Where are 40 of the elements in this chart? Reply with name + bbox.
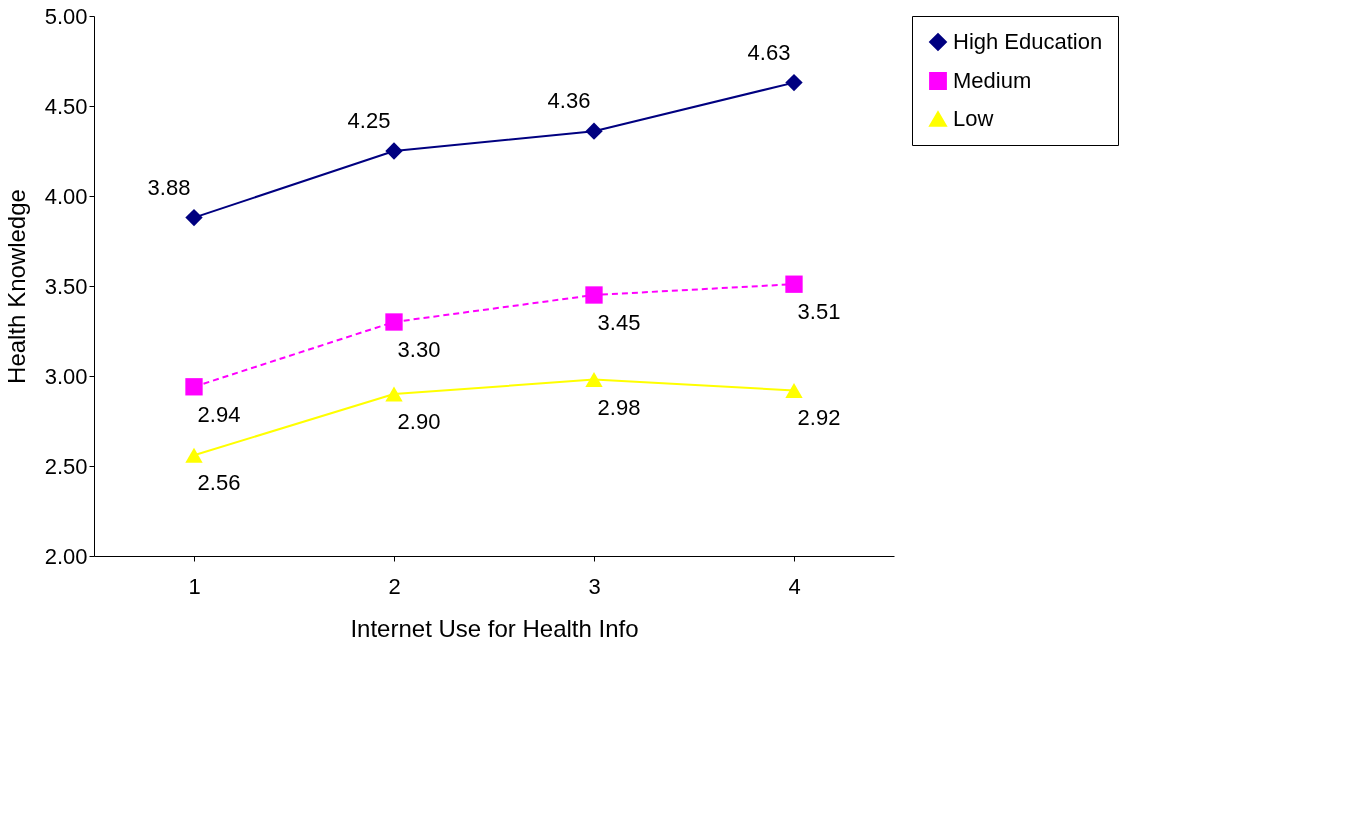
data-label: 3.45 (597, 310, 641, 335)
data-label: 2.92 (797, 405, 841, 431)
data-label: 2.56 (197, 470, 241, 496)
point (785, 382, 803, 398)
x-tick-label: 1 (188, 573, 201, 599)
y-tick-label: 3.50 (44, 273, 88, 299)
data-label: 4.25 (347, 108, 391, 133)
point (585, 372, 603, 388)
point (585, 122, 603, 140)
point (785, 275, 803, 293)
data-label: 4.63 (747, 39, 791, 65)
point (185, 208, 203, 227)
y-tick-label: 5.00 (44, 3, 88, 29)
point (185, 378, 203, 396)
x-axis-title: Internet Use for Health Info (350, 614, 639, 642)
point (385, 313, 403, 331)
legend-label: Low (953, 106, 994, 131)
y-tick-label: 2.00 (44, 543, 88, 569)
y-tick-label: 3.00 (44, 363, 88, 389)
data-label: 3.51 (797, 299, 841, 325)
point (385, 142, 403, 160)
legend-label: High Education (953, 29, 1103, 54)
data-label: 4.36 (547, 88, 591, 114)
data-label: 3.88 (147, 174, 191, 200)
y-tick-label: 4.50 (44, 93, 88, 119)
y-tick-label: 4.00 (44, 183, 88, 209)
data-label: 2.90 (397, 409, 441, 434)
y-tick-label: 2.50 (44, 453, 88, 479)
x-tick-label: 2 (388, 573, 401, 599)
point (185, 447, 203, 463)
point (785, 73, 803, 92)
point (585, 286, 603, 304)
data-label: 2.94 (197, 401, 241, 427)
x-tick-label: 3 (588, 573, 601, 599)
data-label: 2.98 (597, 394, 641, 420)
y-axis-title: Health Knowledge (2, 189, 30, 384)
x-tick-label: 4 (788, 573, 801, 599)
point (385, 386, 403, 402)
legend-label: Medium (953, 68, 1032, 93)
data-label: 3.30 (397, 337, 441, 362)
